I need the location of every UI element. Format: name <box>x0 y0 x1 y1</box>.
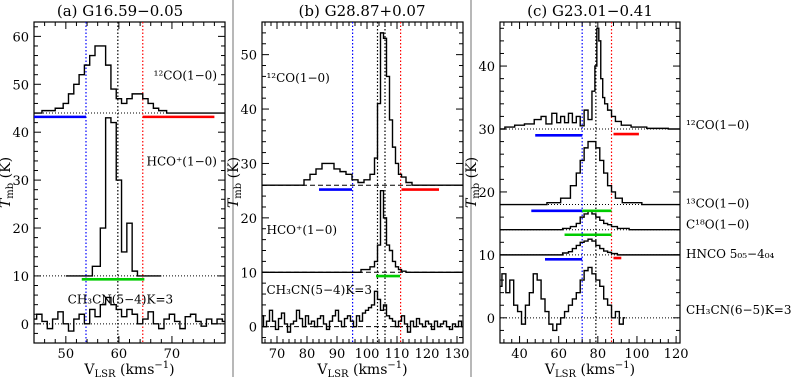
y-tick-label: 20 <box>240 212 257 227</box>
spectrum-line <box>262 290 463 333</box>
chart-title: (b) G28.87+0.07 <box>299 2 426 20</box>
series-label: ¹²CO(1−0) <box>267 71 330 85</box>
y-tick-label: 30 <box>478 123 495 138</box>
y-tick-label: 30 <box>12 174 29 189</box>
spectrum-line <box>500 266 626 332</box>
series-label: CH₃CN(6−5)K=3 <box>686 303 791 317</box>
y-tick-label: 20 <box>12 222 29 237</box>
x-tick-label: 80 <box>590 347 607 362</box>
y-tick-label: 0 <box>21 318 29 333</box>
chart-panel-2: (c) G23.01−0.41 40 60 80 100 120 0 10 20 30 40 VLSR… <box>464 2 791 377</box>
series-label: HNCO 5₀₅−4₀₄ <box>686 247 775 261</box>
x-axis-label: VLSR (kms−1) <box>544 360 635 377</box>
series-label: HCO⁺(1−0) <box>267 223 338 237</box>
x-tick-label: 100 <box>625 347 650 362</box>
y-tick-label: 50 <box>12 78 29 93</box>
spectrum-line <box>500 238 680 256</box>
spectrum-line <box>262 189 463 273</box>
y-tick-label: 10 <box>12 270 29 285</box>
spectrum-line <box>34 45 225 114</box>
x-tick-label: 120 <box>664 347 689 362</box>
x-tick-label: 90 <box>329 347 346 362</box>
x-tick-label: 50 <box>58 347 75 362</box>
x-axis-label: VLSR (kms−1) <box>83 360 174 377</box>
chart-panel-1: (b) G28.87+0.07 70 80 90 100 110 120 130 0 10 20 30… <box>226 2 469 377</box>
plot-area <box>262 22 463 343</box>
panel-separator <box>470 0 472 377</box>
y-axis-label: Tmb (K) <box>226 157 244 208</box>
y-tick-label: 0 <box>249 321 257 336</box>
spectrum-line <box>34 296 225 332</box>
y-tick-label: 60 <box>12 30 29 45</box>
spectrum-line <box>500 27 680 130</box>
y-tick-label: 30 <box>240 157 257 172</box>
panel-separator <box>232 0 234 377</box>
chart-title: (a) G16.59−0.05 <box>57 2 183 20</box>
x-tick-label: 120 <box>415 347 440 362</box>
spectrum-line <box>65 117 162 277</box>
x-tick-label: 60 <box>111 347 128 362</box>
series-label: ¹³CO(1−0) <box>686 197 749 211</box>
spectrum-line <box>500 140 680 206</box>
series-label: ¹²CO(1−0) <box>154 68 217 82</box>
y-axis-label: Tmb (K) <box>464 157 482 208</box>
plot-area <box>34 22 225 343</box>
y-axis-label: Tmb (K) <box>0 157 16 208</box>
y-tick-label: 40 <box>12 126 29 141</box>
x-tick-label: 70 <box>164 347 181 362</box>
y-tick-label: 40 <box>240 103 257 118</box>
spectrum-line <box>500 210 680 231</box>
series-label: C¹⁸O(1−0) <box>686 217 749 231</box>
y-tick-label: 50 <box>240 49 257 64</box>
y-tick-label: 20 <box>478 186 495 201</box>
series-label: CH₃CN(5−4)K=3 <box>68 293 173 307</box>
y-tick-label: 10 <box>478 249 495 264</box>
x-tick-label: 60 <box>550 347 567 362</box>
y-tick-label: 0 <box>487 312 495 327</box>
chart-title: (c) G23.01−0.41 <box>527 2 653 20</box>
x-tick-label: 130 <box>445 347 470 362</box>
y-tick-label: 40 <box>478 60 495 75</box>
series-label: CH₃CN(5−4)K=3 <box>267 283 372 297</box>
x-tick-label: 110 <box>385 347 410 362</box>
plot-frame <box>261 21 464 344</box>
plot-area <box>500 22 680 343</box>
x-tick-label: 70 <box>269 347 286 362</box>
x-axis-label: VLSR (kms−1) <box>316 360 407 377</box>
series-label: HCO⁺(1−0) <box>146 155 217 169</box>
y-tick-label: 10 <box>240 266 257 281</box>
series-label: ¹²CO(1−0) <box>686 118 749 132</box>
x-tick-label: 100 <box>355 347 380 362</box>
plot-frame <box>499 21 681 344</box>
spectrum-line <box>262 32 463 186</box>
x-tick-label: 80 <box>299 347 316 362</box>
x-tick-label: 40 <box>511 347 528 362</box>
